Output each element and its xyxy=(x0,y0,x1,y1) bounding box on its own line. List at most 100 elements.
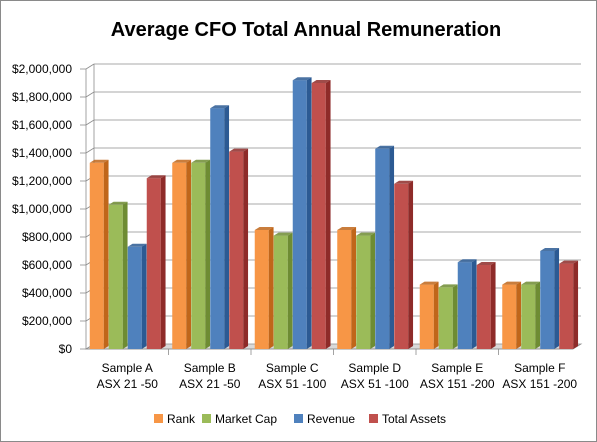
y-tick-label: $600,000 xyxy=(22,258,72,272)
legend-item: Market Cap xyxy=(202,412,277,426)
y-tick-label: $1,400,000 xyxy=(12,146,72,160)
bar-front xyxy=(127,246,142,349)
bar xyxy=(337,227,357,349)
gridline-depth xyxy=(85,91,95,98)
bar-side xyxy=(433,281,439,349)
gridline-depth xyxy=(85,63,95,70)
bar xyxy=(521,281,541,349)
bar-front xyxy=(311,83,326,349)
bar xyxy=(172,159,192,349)
bar xyxy=(375,145,395,349)
bar-front xyxy=(476,265,491,349)
bar xyxy=(89,159,109,349)
bar-side xyxy=(224,105,230,349)
bar-front xyxy=(337,230,352,349)
bar-top xyxy=(419,281,439,285)
bar-top xyxy=(108,201,128,205)
bar xyxy=(476,262,496,349)
bar xyxy=(540,248,560,349)
bar-side xyxy=(268,227,274,349)
bar-side xyxy=(205,159,211,349)
x-category-label: Sample E xyxy=(431,361,483,375)
bar xyxy=(273,232,293,349)
legend-item: Rank xyxy=(154,412,196,426)
bar-side xyxy=(490,262,496,349)
bar-top xyxy=(559,260,579,264)
bar-top xyxy=(457,259,477,263)
bar-front xyxy=(457,262,472,349)
bar-front xyxy=(375,148,390,349)
bar-side xyxy=(535,281,541,349)
x-category-label: ASX 51 -100 xyxy=(258,377,326,391)
bar-side xyxy=(351,227,357,349)
x-category-label: ASX 21 -50 xyxy=(97,377,159,391)
bar-side xyxy=(554,248,560,349)
bar-side xyxy=(243,148,249,349)
legend-swatch xyxy=(202,414,211,423)
y-tick-labels: $0 $200,000 $400,000 $600,000 $800,000 $1,000… xyxy=(12,62,72,356)
bar-side xyxy=(370,232,376,349)
bar xyxy=(502,281,522,349)
legend-label: Revenue xyxy=(307,412,355,426)
y-tick-label: $200,000 xyxy=(22,314,72,328)
gridline-depth xyxy=(85,147,95,154)
bar-top xyxy=(254,227,274,230)
legend-swatch xyxy=(294,414,303,423)
bar xyxy=(108,201,128,349)
legend-swatch xyxy=(154,414,163,423)
bar-top xyxy=(476,262,496,265)
bar-front xyxy=(394,183,409,349)
bar xyxy=(254,227,274,349)
bar-top xyxy=(375,145,395,149)
bar xyxy=(394,180,414,349)
bar-side xyxy=(408,180,414,349)
x-category-label: Sample A xyxy=(102,361,153,375)
bar-top xyxy=(394,180,414,184)
bar xyxy=(146,175,166,349)
bar-top xyxy=(540,248,560,251)
legend-item: Revenue xyxy=(294,412,355,426)
x-category-label: ASX 151 -200 xyxy=(420,377,495,391)
x-category-label: ASX 51 -100 xyxy=(341,377,409,391)
y-tick-label: $1,200,000 xyxy=(12,174,72,188)
bar xyxy=(419,281,439,349)
bar-top xyxy=(172,159,192,163)
bar-side xyxy=(186,159,192,349)
bar-side xyxy=(287,232,293,349)
bar-top xyxy=(337,227,357,230)
legend-label: Total Assets xyxy=(382,412,446,426)
bar-front xyxy=(438,287,453,349)
bar-side xyxy=(103,159,109,349)
bar-front xyxy=(191,162,206,349)
bar-top xyxy=(273,232,293,236)
bar xyxy=(210,105,230,349)
bar-top xyxy=(438,284,458,288)
bar-top xyxy=(292,77,312,81)
bar xyxy=(559,260,579,349)
bar-side xyxy=(160,175,166,349)
bar-top xyxy=(210,105,230,109)
y-tick-label: $800,000 xyxy=(22,230,72,244)
bar-front xyxy=(502,284,517,349)
legend-item: Total Assets xyxy=(369,412,446,426)
bar xyxy=(292,77,312,349)
bar-top xyxy=(127,243,147,247)
bar-side xyxy=(325,80,331,349)
bar-top xyxy=(311,80,331,83)
bar-front xyxy=(89,162,104,349)
bar-side xyxy=(141,243,147,349)
y-tick-label: $400,000 xyxy=(22,286,72,300)
x-category-label: ASX 151 -200 xyxy=(502,377,577,391)
bar xyxy=(127,243,147,349)
legend-label: Rank xyxy=(167,412,196,426)
bar-front xyxy=(292,80,307,349)
bar-top xyxy=(229,148,249,152)
x-category-label: Sample C xyxy=(266,361,319,375)
legend-swatch xyxy=(369,414,378,423)
bar-side xyxy=(389,145,395,349)
bar-front xyxy=(254,230,269,349)
x-category-labels: Sample A ASX 21 -50 Sample B ASX 21 -50 Samp… xyxy=(97,361,578,391)
bar-top xyxy=(191,159,211,163)
bar-top xyxy=(521,281,541,285)
bar xyxy=(438,284,458,349)
